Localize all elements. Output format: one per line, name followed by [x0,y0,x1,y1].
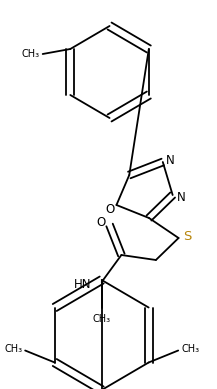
Text: CH₃: CH₃ [93,314,111,324]
Text: HN: HN [74,279,92,291]
Text: CH₃: CH₃ [22,49,40,59]
Text: O: O [96,216,105,228]
Text: N: N [177,191,186,203]
Text: CH₃: CH₃ [181,345,199,354]
Text: N: N [166,154,175,166]
Text: CH₃: CH₃ [4,345,22,354]
Text: O: O [105,203,114,216]
Text: S: S [184,230,192,242]
